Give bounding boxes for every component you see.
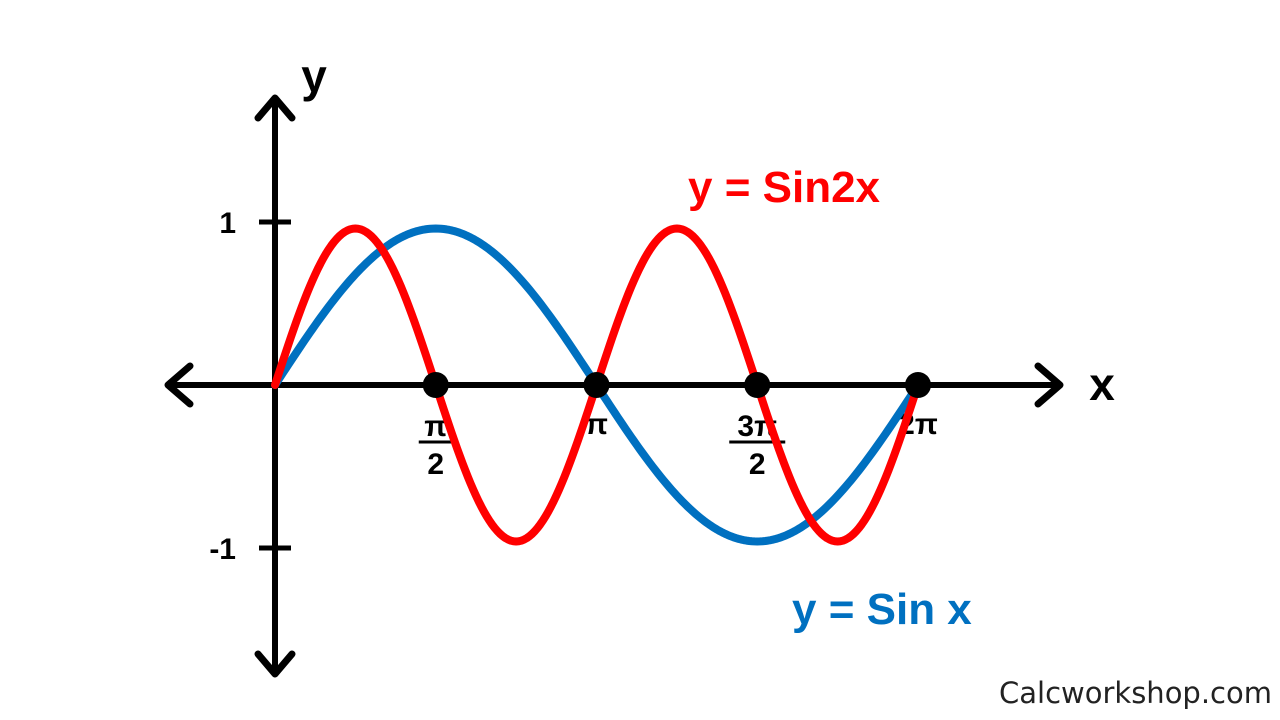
x-axis-title: x <box>1089 358 1115 410</box>
x-intercept-point <box>423 372 449 398</box>
x-tick-denominator: 2 <box>427 448 444 481</box>
x-intercept-point <box>744 372 770 398</box>
sin2x-label: y = Sin2x <box>688 163 881 212</box>
y-tick-label: 1 <box>219 207 236 240</box>
x-tick-denominator: 2 <box>749 448 766 481</box>
x-intercept-point <box>905 372 931 398</box>
x-intercept-point <box>584 372 610 398</box>
y-axis-title: y <box>301 50 327 102</box>
watermark: Calcworkshop.com <box>999 676 1272 710</box>
sinx-label: y = Sin x <box>792 585 972 634</box>
y-tick-label: -1 <box>209 533 236 566</box>
